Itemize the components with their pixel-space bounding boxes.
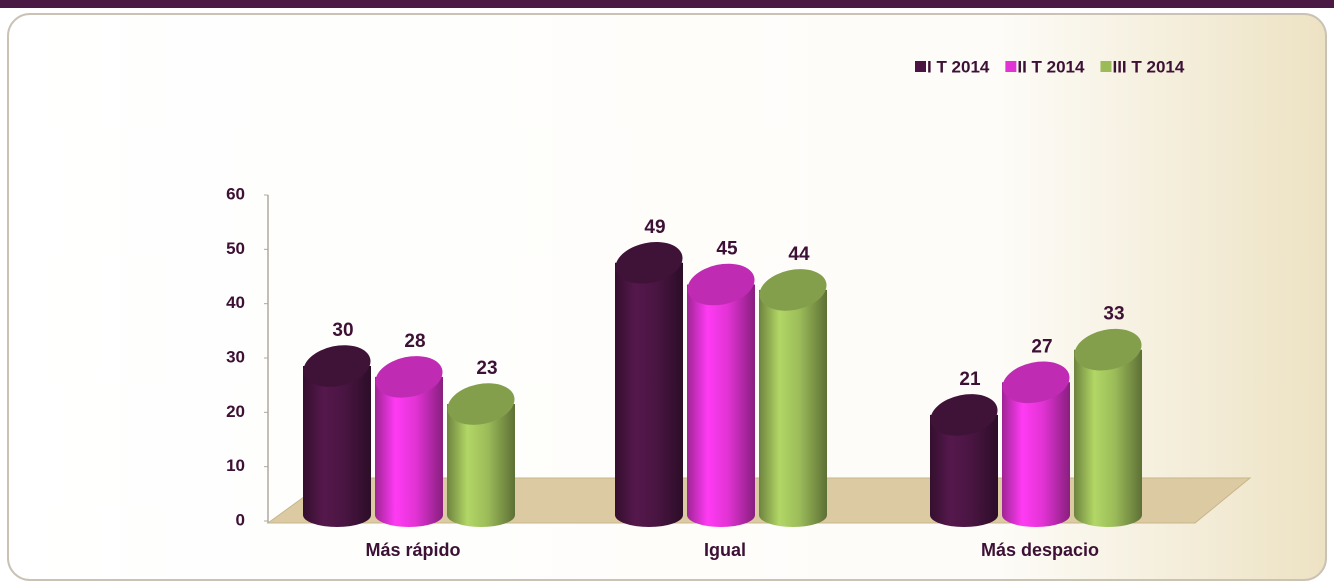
y-tick-label: 60 <box>226 184 245 203</box>
bar <box>1002 382 1070 527</box>
bar-top <box>375 356 443 398</box>
bar <box>447 404 515 527</box>
bar-top <box>1002 361 1070 404</box>
value-label: 28 <box>404 331 425 352</box>
bar-top <box>687 263 755 306</box>
value-label: 44 <box>788 244 810 265</box>
bar-top <box>930 394 998 436</box>
top-strip <box>0 0 1334 8</box>
value-label: 21 <box>959 369 981 390</box>
y-tick-label: 50 <box>226 239 245 258</box>
x-tick-label: Más despacio <box>981 540 1099 560</box>
y-tick-label: 40 <box>226 293 245 312</box>
value-label: 30 <box>332 320 353 341</box>
bar-top <box>1074 328 1142 371</box>
legend-label: II T 2014 <box>1017 57 1085 76</box>
x-tick-label: Igual <box>704 540 746 560</box>
bar <box>375 376 443 527</box>
bar <box>687 284 755 527</box>
value-label: 49 <box>644 217 665 238</box>
bar <box>930 414 998 527</box>
value-label: 23 <box>476 358 497 379</box>
bar-top <box>447 383 515 425</box>
x-tick-label: Más rápido <box>365 540 460 560</box>
legend-swatch <box>915 61 926 72</box>
value-label: 27 <box>1031 336 1052 357</box>
value-label: 33 <box>1103 304 1124 325</box>
legend-label: I T 2014 <box>927 57 990 76</box>
y-tick-label: 20 <box>226 402 245 421</box>
y-tick-label: 0 <box>236 510 245 529</box>
bar <box>615 262 683 527</box>
bar <box>1074 349 1142 527</box>
bar-top <box>759 269 827 311</box>
bar <box>759 289 827 527</box>
legend-swatch <box>1100 61 1112 72</box>
legend-label: III T 2014 <box>1112 57 1184 76</box>
legend-swatch <box>1005 61 1017 72</box>
y-tick-label: 30 <box>226 347 245 366</box>
bar <box>303 366 371 527</box>
bar-top <box>303 345 371 387</box>
bar-top <box>615 241 683 284</box>
y-tick-label: 10 <box>226 456 245 475</box>
value-label: 45 <box>716 239 738 260</box>
